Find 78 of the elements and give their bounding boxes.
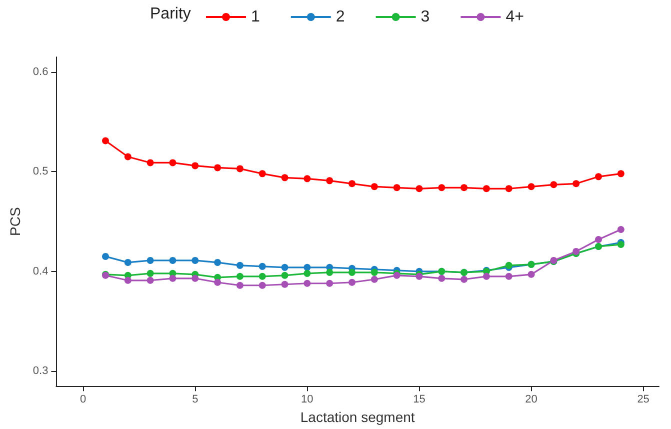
x-axis-title: Lactation segment — [300, 409, 415, 425]
legend-label: 4+ — [506, 8, 524, 26]
y-tick-label: 0.3 — [32, 365, 48, 378]
point — [304, 280, 311, 287]
point — [550, 181, 558, 188]
point — [192, 162, 199, 170]
point — [146, 270, 154, 277]
point — [348, 268, 356, 276]
point — [169, 256, 176, 264]
point — [281, 174, 288, 182]
point — [482, 272, 490, 280]
point — [528, 270, 535, 278]
point — [281, 272, 288, 279]
point — [370, 268, 378, 276]
point — [326, 268, 334, 276]
point — [214, 278, 222, 286]
point — [617, 226, 624, 234]
point — [505, 185, 512, 192]
point — [169, 159, 176, 166]
point — [146, 256, 154, 264]
point — [572, 180, 580, 188]
y-tick-label: 0.6 — [32, 66, 48, 78]
point — [258, 262, 266, 270]
point — [304, 264, 311, 271]
point — [348, 180, 356, 188]
point — [102, 252, 109, 260]
point — [214, 164, 222, 172]
point — [595, 173, 602, 180]
point — [146, 159, 154, 166]
point — [595, 236, 602, 243]
point — [258, 170, 266, 178]
point — [236, 165, 244, 172]
point — [438, 184, 446, 192]
point — [214, 258, 222, 266]
point — [192, 256, 199, 264]
point — [393, 184, 400, 192]
point — [192, 274, 199, 282]
point — [460, 184, 468, 192]
point — [102, 137, 109, 144]
point — [482, 185, 490, 192]
point — [258, 272, 266, 280]
legend-label: 1 — [251, 8, 260, 26]
point — [304, 270, 311, 277]
x-tick-label: 20 — [525, 394, 538, 406]
point — [326, 280, 334, 287]
point — [460, 276, 468, 283]
point — [528, 183, 535, 190]
y-axis-title: PCS — [7, 207, 23, 236]
y-tick-label: 0.5 — [32, 166, 48, 178]
point — [146, 276, 154, 284]
point — [236, 262, 244, 269]
legend-label: 3 — [420, 8, 430, 26]
x-tick-label: 0 — [80, 394, 86, 406]
point — [370, 183, 378, 190]
point — [169, 274, 176, 282]
point — [617, 170, 624, 178]
x-tick-label: 5 — [192, 394, 198, 406]
point — [281, 280, 288, 288]
x-tick-label: 15 — [413, 394, 426, 406]
legend-label: 2 — [336, 8, 345, 26]
point — [505, 272, 512, 280]
y-tick-label: 0.4 — [32, 265, 48, 278]
point — [236, 272, 244, 280]
point — [236, 282, 244, 289]
point — [124, 153, 132, 160]
point — [281, 264, 288, 271]
legend-title: Parity — [150, 6, 191, 22]
x-tick-label: 25 — [637, 394, 650, 406]
point — [370, 276, 378, 283]
point — [124, 276, 132, 284]
point — [438, 274, 446, 282]
x-tick-label: 10 — [301, 394, 314, 406]
point — [326, 177, 334, 184]
point — [258, 282, 266, 289]
point — [416, 185, 423, 192]
point — [348, 278, 356, 286]
point — [304, 175, 311, 182]
point — [124, 258, 132, 266]
